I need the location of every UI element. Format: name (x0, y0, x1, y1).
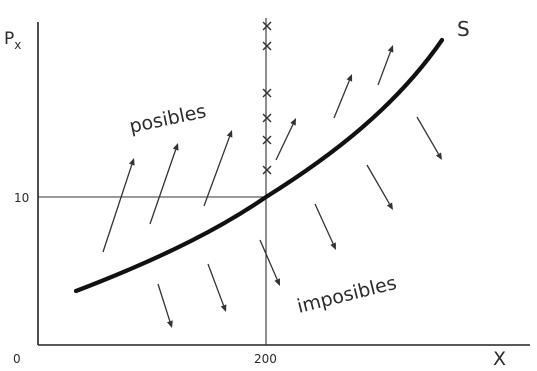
arrow-head (172, 143, 179, 151)
arrow (275, 118, 296, 161)
arrow-head (387, 45, 394, 53)
arrow-shaft (377, 51, 392, 86)
arrow (259, 239, 280, 286)
arrow-shaft (203, 136, 231, 207)
arrow-shaft (207, 263, 225, 306)
cross-stroke (262, 165, 272, 175)
arrow (149, 143, 179, 225)
arrow-head (346, 74, 353, 82)
arrow (314, 203, 336, 250)
cross-stroke (262, 21, 272, 31)
infeasible-region-label: imposibles (295, 272, 399, 318)
arrow-shaft (275, 124, 294, 161)
arrow-shaft (149, 149, 177, 225)
cross-marker (262, 88, 272, 98)
arrow-head (386, 202, 393, 210)
axes (37, 22, 530, 346)
cross-marker (262, 113, 272, 123)
arrow (207, 263, 227, 312)
cross-marker (262, 165, 272, 175)
arrow (366, 164, 393, 210)
arrow (333, 74, 353, 119)
cross-stroke (262, 88, 272, 98)
supply-curve (73, 37, 445, 294)
feasible-region-label: posibles (127, 100, 208, 138)
cross-marker (262, 41, 272, 51)
cross-markers (262, 21, 272, 175)
x-tick-label: 200 (254, 352, 277, 366)
arrow (102, 158, 135, 253)
origin-label: 0 (13, 352, 21, 366)
arrow-head (167, 320, 173, 328)
arrow-head (290, 118, 296, 126)
arrow-head (128, 158, 135, 166)
cross-stroke (262, 135, 272, 145)
cross-marker (262, 21, 272, 31)
cross-stroke (262, 41, 272, 51)
arrow-shaft (416, 116, 440, 155)
arrow-head (330, 242, 336, 250)
arrow-head (226, 130, 233, 138)
guide-lines (38, 18, 267, 345)
arrow-shaft (259, 239, 278, 280)
arrow-shaft (102, 164, 133, 253)
arrow-head (220, 304, 227, 312)
arrow-shaft (333, 80, 350, 119)
x-axis-label: X (493, 348, 506, 370)
arrow-head (274, 278, 280, 286)
arrow (416, 116, 442, 160)
y-tick-label: 10 (14, 191, 29, 205)
arrow (157, 283, 173, 328)
y-axis-label: Px (4, 29, 21, 52)
arrow (203, 130, 233, 207)
upward-arrows (102, 45, 394, 253)
arrow-shaft (314, 203, 334, 244)
arrow-shaft (157, 283, 171, 322)
arrow-shaft (366, 164, 391, 205)
arrow (377, 45, 394, 86)
curve-label: S (457, 17, 470, 41)
arrow-head (435, 152, 442, 160)
downward-arrows (157, 116, 442, 328)
cross-marker (262, 135, 272, 145)
cross-stroke (262, 113, 272, 123)
